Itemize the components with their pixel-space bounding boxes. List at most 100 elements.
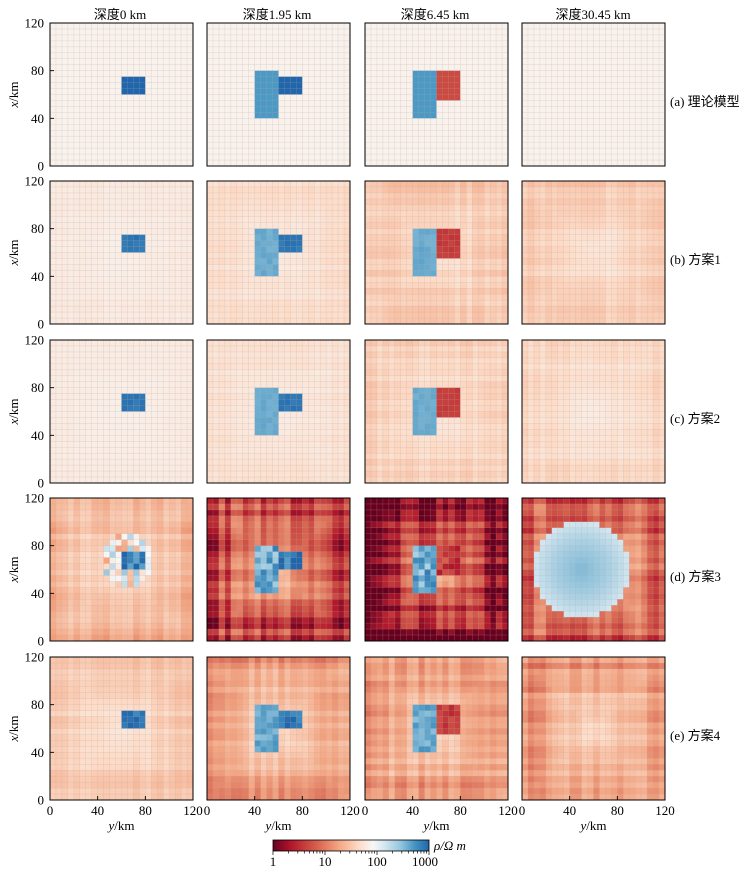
heatmap-cell <box>388 124 396 131</box>
heatmap-cell <box>587 130 594 137</box>
heatmap-cell <box>533 318 541 325</box>
heatmap-cell <box>79 46 87 54</box>
heatmap-cell <box>557 192 565 200</box>
heatmap-cell <box>478 124 485 131</box>
heatmap-cell <box>629 40 636 48</box>
heatmap-cell <box>641 204 648 212</box>
heatmap-cell <box>230 100 238 107</box>
heatmap-cell <box>314 312 321 319</box>
heatmap-cell <box>623 181 630 188</box>
heatmap-cell <box>653 64 660 72</box>
heatmap-cell <box>302 192 309 200</box>
heatmap-cell <box>139 124 146 131</box>
heatmap-cell <box>302 306 309 313</box>
heatmap-cell <box>442 181 449 188</box>
heatmap-cell <box>302 112 309 119</box>
heatmap-cell <box>284 148 291 155</box>
heatmap-cell <box>212 82 220 89</box>
heatmap-cell <box>527 186 535 194</box>
heatmap-cell <box>67 204 75 212</box>
heatmap-cell <box>230 112 238 119</box>
heatmap-cell <box>79 130 87 137</box>
heatmap-cell <box>207 34 214 42</box>
heatmap-cell <box>412 204 420 212</box>
heatmap-cell <box>653 34 660 42</box>
heatmap-cell <box>587 306 594 313</box>
heatmap-cell <box>659 106 666 113</box>
heatmap-cell <box>224 28 232 36</box>
heatmap-cell <box>73 216 81 224</box>
heatmap-cell <box>302 28 309 36</box>
heatmap-cell <box>157 246 164 253</box>
heatmap-cell <box>418 82 425 89</box>
heatmap-cell <box>581 136 588 143</box>
heatmap-cell <box>527 192 535 200</box>
heatmap-cell <box>472 198 479 206</box>
heatmap-cell <box>394 252 402 259</box>
heatmap-cell <box>61 118 69 125</box>
heatmap-cell <box>412 118 420 125</box>
heatmap-cell <box>569 23 577 30</box>
heatmap-cell <box>653 52 660 60</box>
heatmap-cell <box>61 148 69 155</box>
heatmap-cell <box>302 258 309 265</box>
heatmap-cell <box>332 276 339 283</box>
heatmap-cell <box>400 82 408 89</box>
heatmap-cell <box>641 222 648 230</box>
heatmap-cell <box>278 124 285 131</box>
heatmap-cell <box>442 312 449 319</box>
heatmap-cell <box>629 282 636 289</box>
heatmap-cell <box>484 136 491 143</box>
heatmap-cell <box>599 222 606 230</box>
heatmap-cell <box>490 46 497 54</box>
heatmap-cell <box>460 76 467 83</box>
heatmap-cell <box>272 124 279 131</box>
heatmap-cell <box>344 186 351 194</box>
heatmap-cell <box>157 288 164 295</box>
heatmap-cell <box>502 130 509 137</box>
heatmap-cell <box>266 282 273 289</box>
heatmap-cell <box>400 142 408 149</box>
heatmap-cell <box>611 186 618 194</box>
heatmap-cell <box>344 294 351 301</box>
heatmap-cell <box>326 228 333 236</box>
heatmap-cell <box>370 58 378 66</box>
heatmap-cell <box>296 76 303 83</box>
heatmap-cell <box>67 246 75 253</box>
heatmap-cell <box>320 112 327 119</box>
heatmap-cell <box>611 160 618 167</box>
heatmap-cell <box>394 130 402 137</box>
heatmap-cell <box>308 130 315 137</box>
heatmap-cell <box>169 276 176 283</box>
heatmap-cell <box>388 246 396 253</box>
heatmap-cell <box>157 76 164 83</box>
heatmap-cell <box>332 282 339 289</box>
heatmap-cell <box>593 318 600 325</box>
heatmap-cell <box>587 52 594 60</box>
heatmap-cell <box>79 270 87 277</box>
heatmap-cell <box>623 228 630 236</box>
heatmap-cell <box>370 88 378 95</box>
heatmap-cell <box>527 106 535 113</box>
panel-b-depth-0 <box>49 180 194 325</box>
heatmap-cell <box>85 258 93 265</box>
heatmap-cell <box>290 100 297 107</box>
heatmap-cell <box>332 181 339 188</box>
heatmap-cell <box>236 318 244 325</box>
heatmap-cell <box>365 276 372 283</box>
heatmap-cell <box>484 40 491 48</box>
heatmap-cell <box>50 258 57 265</box>
heatmap-cell <box>278 282 285 289</box>
heatmap-cell <box>496 216 503 224</box>
heatmap-cell <box>284 270 291 277</box>
heatmap-cell <box>266 154 273 161</box>
heatmap-cell <box>424 264 431 271</box>
heatmap-cell <box>236 34 244 42</box>
heatmap-cell <box>424 300 431 307</box>
heatmap-cell <box>490 252 497 259</box>
heatmap-cell <box>533 288 541 295</box>
heatmap-cell <box>365 300 372 307</box>
heatmap-cell <box>653 234 660 241</box>
heatmap-cell <box>388 142 396 149</box>
heatmap-cell <box>181 154 188 161</box>
